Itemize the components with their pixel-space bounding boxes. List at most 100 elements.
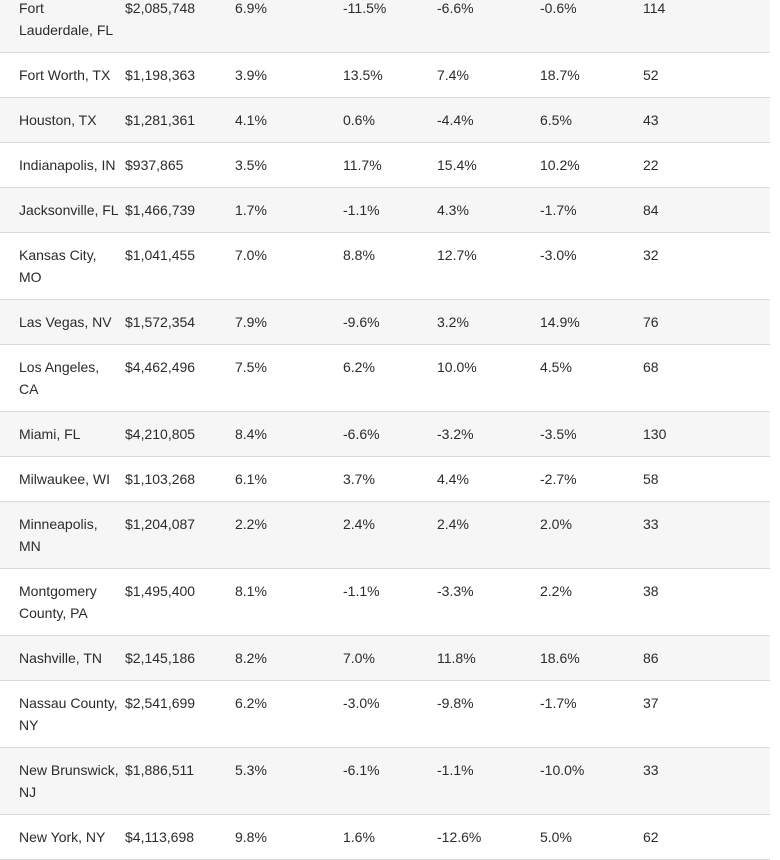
table-row: Fort Lauderdale, FL $2,085,748 6.9% -11.… [0,0,770,53]
cell-count: 37 [643,695,659,711]
cell-market: Las Vegas, NV [19,314,112,330]
cell-metric-1: 6.9% [235,0,267,16]
cell-metric-2: -3.0% [343,695,380,711]
cell-market: Jacksonville, FL [19,202,119,218]
cell-metric-4: -10.0% [540,762,585,778]
cell-market: New York, NY [19,829,106,845]
cell-metric-2: 13.5% [343,67,383,83]
cell-count: 43 [643,112,659,128]
cell-count: 68 [643,359,659,375]
cell-metric-2: 1.6% [343,829,375,845]
cell-value: $4,210,805 [125,426,196,442]
cell-value: $1,495,400 [125,583,196,599]
cell-metric-3: -12.6% [437,829,482,845]
cell-metric-1: 4.1% [235,112,267,128]
cell-metric-3: 4.4% [437,471,469,487]
cell-value: $937,865 [125,157,184,173]
cell-metric-4: 18.7% [540,67,580,83]
table-row: Miami, FL $4,210,805 8.4% -6.6% -3.2% -3… [0,411,770,457]
cell-market: Nassau County, NY [19,695,118,733]
cell-metric-3: 3.2% [437,314,469,330]
table-row: Milwaukee, WI $1,103,268 6.1% 3.7% 4.4% … [0,456,770,502]
cell-metric-1: 7.9% [235,314,267,330]
cell-value: $1,041,455 [125,247,196,263]
cell-market: Fort Worth, TX [19,67,111,83]
cell-metric-4: -2.7% [540,471,577,487]
cell-market: Houston, TX [19,112,97,128]
cell-count: 114 [643,0,666,16]
cell-metric-2: 6.2% [343,359,375,375]
cell-metric-4: -3.0% [540,247,577,263]
cell-count: 86 [643,650,659,666]
cell-metric-3: 7.4% [437,67,469,83]
cell-metric-2: -6.6% [343,426,380,442]
cell-value: $4,462,496 [125,359,196,375]
cell-value: $1,204,087 [125,516,196,532]
cell-metric-3: 12.7% [437,247,477,263]
cell-market: Fort Lauderdale, FL [19,0,114,38]
table-row: Kansas City, MO $1,041,455 7.0% 8.8% 12.… [0,232,770,300]
cell-market: Milwaukee, WI [19,471,111,487]
cell-metric-3: 4.3% [437,202,469,218]
table-row: Las Vegas, NV $1,572,354 7.9% -9.6% 3.2%… [0,299,770,345]
cell-metric-1: 3.5% [235,157,267,173]
cell-metric-2: 2.4% [343,516,375,532]
cell-count: 33 [643,516,659,532]
cell-metric-3: -4.4% [437,112,474,128]
cell-metric-3: 2.4% [437,516,469,532]
cell-metric-2: -6.1% [343,762,380,778]
cell-value: $2,085,748 [125,0,196,16]
cell-metric-4: 2.0% [540,516,572,532]
cell-metric-2: 7.0% [343,650,375,666]
cell-metric-1: 1.7% [235,202,267,218]
cell-value: $2,145,186 [125,650,196,666]
cell-count: 84 [643,202,659,218]
table-row: Minneapolis, MN $1,204,087 2.2% 2.4% 2.4… [0,501,770,569]
cell-market: Nashville, TN [19,650,102,666]
cell-metric-1: 5.3% [235,762,267,778]
cell-value: $1,572,354 [125,314,196,330]
cell-metric-1: 6.2% [235,695,267,711]
cell-metric-2: -9.6% [343,314,380,330]
cell-metric-2: 8.8% [343,247,375,263]
cell-metric-3: -3.3% [437,583,474,599]
cell-metric-3: 10.0% [437,359,477,375]
cell-metric-1: 8.2% [235,650,267,666]
cell-metric-3: -9.8% [437,695,474,711]
cell-metric-1: 7.5% [235,359,267,375]
cell-count: 76 [643,314,659,330]
cell-metric-4: -3.5% [540,426,577,442]
cell-market: New Brunswick, NJ [19,762,119,800]
cell-metric-1: 9.8% [235,829,267,845]
cell-count: 62 [643,829,659,845]
cell-metric-1: 8.1% [235,583,267,599]
cell-metric-2: -11.5% [343,0,387,16]
cell-metric-3: 15.4% [437,157,477,173]
cell-count: 33 [643,762,659,778]
cell-metric-4: 14.9% [540,314,580,330]
cell-metric-3: -1.1% [437,762,474,778]
cell-market: Los Angeles, CA [19,359,100,397]
cell-metric-3: -3.2% [437,426,474,442]
cell-count: 130 [643,426,667,442]
cell-count: 22 [643,157,659,173]
cell-market: Montgomery County, PA [19,583,97,621]
cell-metric-4: 5.0% [540,829,572,845]
cell-metric-4: -1.7% [540,695,577,711]
cell-market: Minneapolis, MN [19,516,98,554]
cell-count: 58 [643,471,659,487]
cell-metric-3: -6.6% [437,0,474,16]
cell-value: $1,198,363 [125,67,196,83]
cell-count: 52 [643,67,659,83]
table-row: Fort Worth, TX $1,198,363 3.9% 13.5% 7.4… [0,52,770,98]
cell-count: 38 [643,583,659,599]
cell-metric-4: 2.2% [540,583,572,599]
table-row: Nashville, TN $2,145,186 8.2% 7.0% 11.8%… [0,635,770,681]
cell-metric-4: 18.6% [540,650,580,666]
cell-metric-1: 6.1% [235,471,267,487]
cell-metric-4: -0.6% [540,0,577,16]
table-row: Los Angeles, CA $4,462,496 7.5% 6.2% 10.… [0,344,770,412]
table-row: Indianapolis, IN $937,865 3.5% 11.7% 15.… [0,142,770,188]
